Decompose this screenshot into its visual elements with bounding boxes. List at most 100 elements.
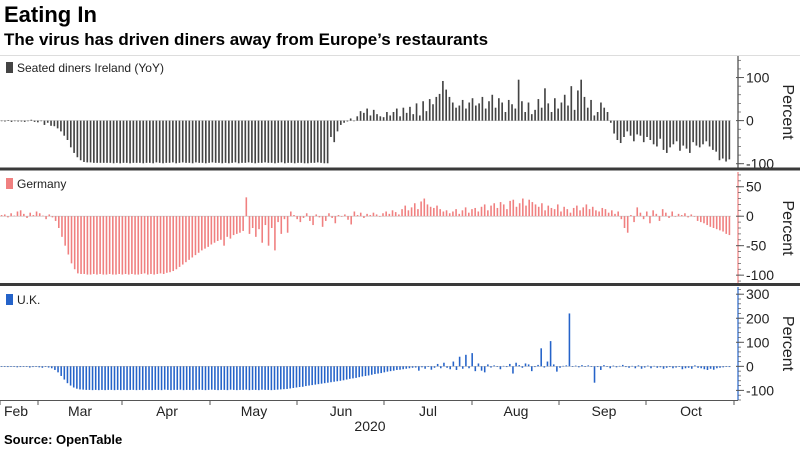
bar-germany xyxy=(591,206,594,217)
bar-ireland xyxy=(672,120,675,145)
bar-ireland xyxy=(231,120,233,163)
source-note: Source: OpenTable xyxy=(4,432,123,447)
bar-ireland xyxy=(386,112,388,121)
bar-germany xyxy=(89,216,92,275)
bar-ireland xyxy=(609,120,612,123)
bar-germany xyxy=(296,216,298,220)
bar-uk xyxy=(647,365,649,367)
bar-uk xyxy=(339,366,342,381)
bar-uk xyxy=(151,366,153,391)
bar-ireland xyxy=(172,120,174,163)
bar-germany xyxy=(185,216,187,263)
bar-uk xyxy=(167,366,169,390)
bar-ireland xyxy=(109,120,112,163)
bar-ireland xyxy=(359,111,362,121)
x-tick-label: Mar xyxy=(68,403,92,419)
bar-ireland xyxy=(185,120,187,163)
bar-uk xyxy=(47,366,50,368)
bar-germany xyxy=(413,203,416,217)
bar-ireland xyxy=(363,112,365,121)
bar-uk xyxy=(455,366,458,370)
bar-germany xyxy=(96,216,98,275)
bar-germany xyxy=(274,216,276,251)
bar-uk xyxy=(251,366,254,390)
bar-uk xyxy=(640,366,643,369)
bar-germany xyxy=(566,209,569,217)
bar-germany xyxy=(375,214,378,217)
bar-ireland xyxy=(560,102,563,121)
bar-uk xyxy=(414,366,417,368)
bar-germany xyxy=(35,211,38,217)
bar-ireland xyxy=(372,109,375,121)
bar-uk xyxy=(298,366,301,388)
bar-ireland xyxy=(267,120,270,163)
bar-uk xyxy=(54,366,56,370)
bar-ireland xyxy=(718,120,721,161)
bar-germany xyxy=(210,216,213,245)
bar-uk xyxy=(198,366,201,390)
bar-ireland xyxy=(616,120,619,140)
bar-uk xyxy=(210,366,213,390)
bar-ireland xyxy=(27,120,29,122)
bar-germany xyxy=(680,215,683,217)
bar-ireland xyxy=(590,99,592,121)
bar-uk xyxy=(581,365,583,367)
bar-germany xyxy=(537,206,540,217)
bar-germany xyxy=(229,216,232,239)
bar-uk xyxy=(301,366,304,387)
bar-germany xyxy=(356,215,359,217)
bar-ireland xyxy=(17,120,19,122)
bar-germany xyxy=(372,212,375,217)
bar-uk xyxy=(618,365,621,367)
bar-uk xyxy=(66,366,69,384)
bar-ireland xyxy=(468,102,471,121)
bar-uk xyxy=(50,366,53,369)
bar-ireland xyxy=(339,120,342,125)
bar-uk xyxy=(292,366,295,388)
bar-ireland xyxy=(662,120,665,150)
bar-germany xyxy=(715,216,718,230)
bar-germany xyxy=(261,216,263,243)
bar-germany xyxy=(614,213,616,217)
bar-ireland xyxy=(139,120,141,163)
bar-germany xyxy=(576,205,578,217)
bar-uk xyxy=(132,366,135,390)
bar-germany xyxy=(251,216,254,228)
bar-ireland xyxy=(129,120,131,164)
bar-germany xyxy=(42,215,44,217)
bar-uk xyxy=(596,366,599,368)
x-tick-label: Jun xyxy=(330,403,353,419)
bar-ireland xyxy=(550,112,553,121)
bar-ireland xyxy=(494,107,497,121)
bar-ireland xyxy=(646,120,648,137)
bar-germany xyxy=(86,216,89,275)
bar-ireland xyxy=(534,109,536,121)
bar-uk xyxy=(201,366,204,390)
bar-ireland xyxy=(442,80,444,121)
bar-germany xyxy=(706,216,708,226)
bar-uk xyxy=(361,366,364,377)
bar-ireland xyxy=(422,101,424,121)
legend-label-germany: Germany xyxy=(17,177,67,191)
bar-uk xyxy=(483,366,486,373)
bar-uk xyxy=(19,366,22,368)
bar-ireland xyxy=(10,120,13,122)
bar-ireland xyxy=(221,120,224,164)
bar-ireland xyxy=(369,115,372,121)
bar-uk xyxy=(461,366,464,369)
bar-uk xyxy=(719,366,721,368)
bar-uk xyxy=(57,366,59,373)
bar-ireland xyxy=(346,120,349,122)
bar-ireland xyxy=(145,120,148,163)
bar-germany xyxy=(601,207,604,217)
bar-germany xyxy=(83,216,86,274)
bar-uk xyxy=(549,341,552,367)
bar-germany xyxy=(385,211,387,217)
bar-uk xyxy=(612,365,615,367)
bar-ireland xyxy=(491,94,494,121)
bar-uk xyxy=(349,366,351,379)
bar-germany xyxy=(541,203,543,217)
bar-uk xyxy=(182,366,185,391)
bar-uk xyxy=(374,366,376,375)
bar-uk xyxy=(515,362,517,367)
